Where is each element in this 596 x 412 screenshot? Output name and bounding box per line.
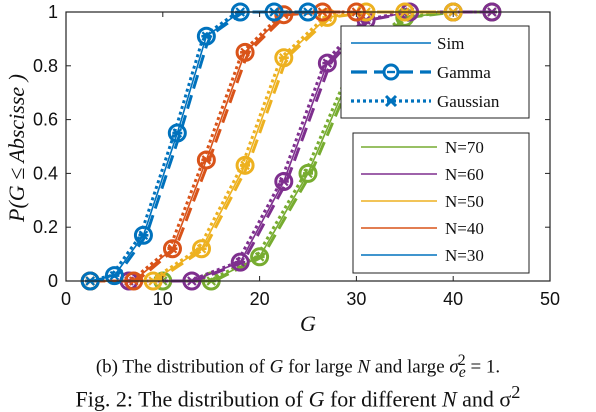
- data-point-marker: [104, 266, 124, 286]
- gaussian-cross-marker: [240, 47, 250, 58]
- y-tick-label: 0: [48, 271, 58, 291]
- legend-line-styles: Sim Gamma Gaussian: [340, 25, 530, 119]
- y-tick-label: 1: [48, 2, 58, 22]
- gamma-line: [128, 10, 492, 283]
- data-point-marker: [274, 48, 294, 68]
- caption-text: (b) The distribution of: [95, 356, 270, 378]
- cdf-chart: 0 10 20 30 40 50 0 0.2 0.4 0.6 0.8 1 G P(G ≤ Abscis…: [4, 2, 560, 336]
- data-point-marker: [133, 225, 153, 245]
- caption-sub: e: [458, 364, 466, 382]
- figure-caption-text: for different: [324, 386, 442, 412]
- data-point-marker: [196, 150, 216, 170]
- tick-labels: 0 10 20 30 40 50 0 0.2 0.4 0.6 0.8 1: [33, 2, 560, 309]
- subfigure-caption: (b) The distribution of G for large N an…: [0, 352, 596, 382]
- legend-style-entry: Gamma: [351, 63, 491, 82]
- data-point-marker: [196, 26, 216, 46]
- y-tick-label: 0.2: [33, 217, 58, 237]
- figure-caption: Fig. 2: The distribution of G for differ…: [0, 382, 596, 412]
- figure-caption-var-g: G: [308, 386, 325, 412]
- legend-series-label: N=30: [445, 246, 484, 265]
- y-tick-label: 0.4: [33, 163, 58, 183]
- legend-style-entry: Gaussian: [351, 92, 500, 111]
- x-tick-label: 20: [250, 289, 270, 309]
- legend-series-entry: N=60: [361, 165, 484, 184]
- data-point-marker: [317, 7, 337, 27]
- caption-text: and large: [370, 356, 450, 378]
- gaussian-cross-marker: [240, 160, 250, 171]
- legend-series-label: N=50: [445, 192, 484, 211]
- x-tick-label: 0: [61, 289, 71, 309]
- gaussian-cross-marker: [279, 176, 289, 187]
- data-point-marker: [235, 42, 255, 62]
- axes-frame: [65, 11, 551, 282]
- caption-text: = 1.: [465, 356, 501, 378]
- legend-series-entry: N=70: [361, 138, 484, 157]
- caption-var-g: G: [269, 356, 284, 378]
- figure-caption-var-n: N: [441, 386, 457, 412]
- data-point-marker: [250, 247, 270, 267]
- data-point-marker: [395, 7, 415, 27]
- data-point-marker: [192, 239, 212, 259]
- gaussian-cross-marker: [322, 58, 333, 68]
- legend-style-label: Gaussian: [437, 92, 500, 111]
- axes: [65, 11, 551, 282]
- figure-caption-sup: 2: [511, 382, 521, 402]
- legend-series-entry: N=50: [361, 192, 484, 211]
- caption-text: for large: [283, 356, 358, 378]
- caption-var-n: N: [357, 356, 371, 378]
- gaussian-cross-marker: [196, 243, 207, 254]
- legend-series-entry: N=30: [361, 246, 484, 265]
- y-tick-label: 0.6: [33, 110, 58, 130]
- caption-sigma: σ: [449, 356, 459, 378]
- y-axis-label: P(G ≤ Abscisse ): [4, 74, 29, 223]
- gaussian-cross-marker: [303, 168, 313, 179]
- legend-style-label: Gamma: [437, 63, 491, 82]
- legend-series-label: N=40: [445, 219, 484, 238]
- gaussian-cross-marker: [279, 52, 289, 63]
- gamma-line: [90, 10, 308, 283]
- figure-caption-text: Fig. 2: The distribution of: [75, 386, 309, 412]
- legend-styles-box: [340, 25, 530, 119]
- x-tick-label: 30: [346, 289, 366, 309]
- legend-series-label: N=70: [445, 138, 484, 157]
- gaussian-cross-marker: [201, 31, 212, 41]
- data-point-marker: [167, 123, 187, 143]
- gaussian-cross-marker: [235, 257, 246, 267]
- data-point-marker: [274, 171, 294, 191]
- x-tick-label: 40: [443, 289, 463, 309]
- legend-series-box: [352, 132, 530, 274]
- data-point-marker: [317, 53, 337, 73]
- x-tick-label: 10: [153, 289, 173, 309]
- legend-series-entry: N=40: [361, 219, 484, 238]
- gaussian-cross-marker: [201, 155, 212, 165]
- caption-sup: 2: [457, 352, 466, 369]
- gaussian-cross-marker: [254, 252, 265, 262]
- gaussian-cross-marker: [138, 230, 149, 241]
- y-tick-label: 0.8: [33, 56, 58, 76]
- data-point-marker: [230, 252, 250, 272]
- gaussian-cross-marker: [167, 243, 178, 254]
- legend-series-label: N=60: [445, 165, 484, 184]
- legend-style-label: Sim: [437, 34, 464, 53]
- data-point-marker: [162, 239, 182, 259]
- legend-style-entry: Sim: [351, 34, 464, 53]
- legend-series: N=70 N=60 N=50 N=40 N=30: [352, 132, 530, 274]
- x-tick-label: 50: [540, 289, 560, 309]
- figure-caption-text: and σ: [456, 386, 512, 412]
- data-point-marker: [235, 155, 255, 175]
- gaussian-cross-marker: [172, 128, 183, 138]
- data-point-marker: [298, 163, 318, 183]
- gaussian-marker-sample: [384, 94, 398, 108]
- x-axis-label: G: [300, 311, 316, 336]
- gaussian-cross-marker: [109, 270, 120, 281]
